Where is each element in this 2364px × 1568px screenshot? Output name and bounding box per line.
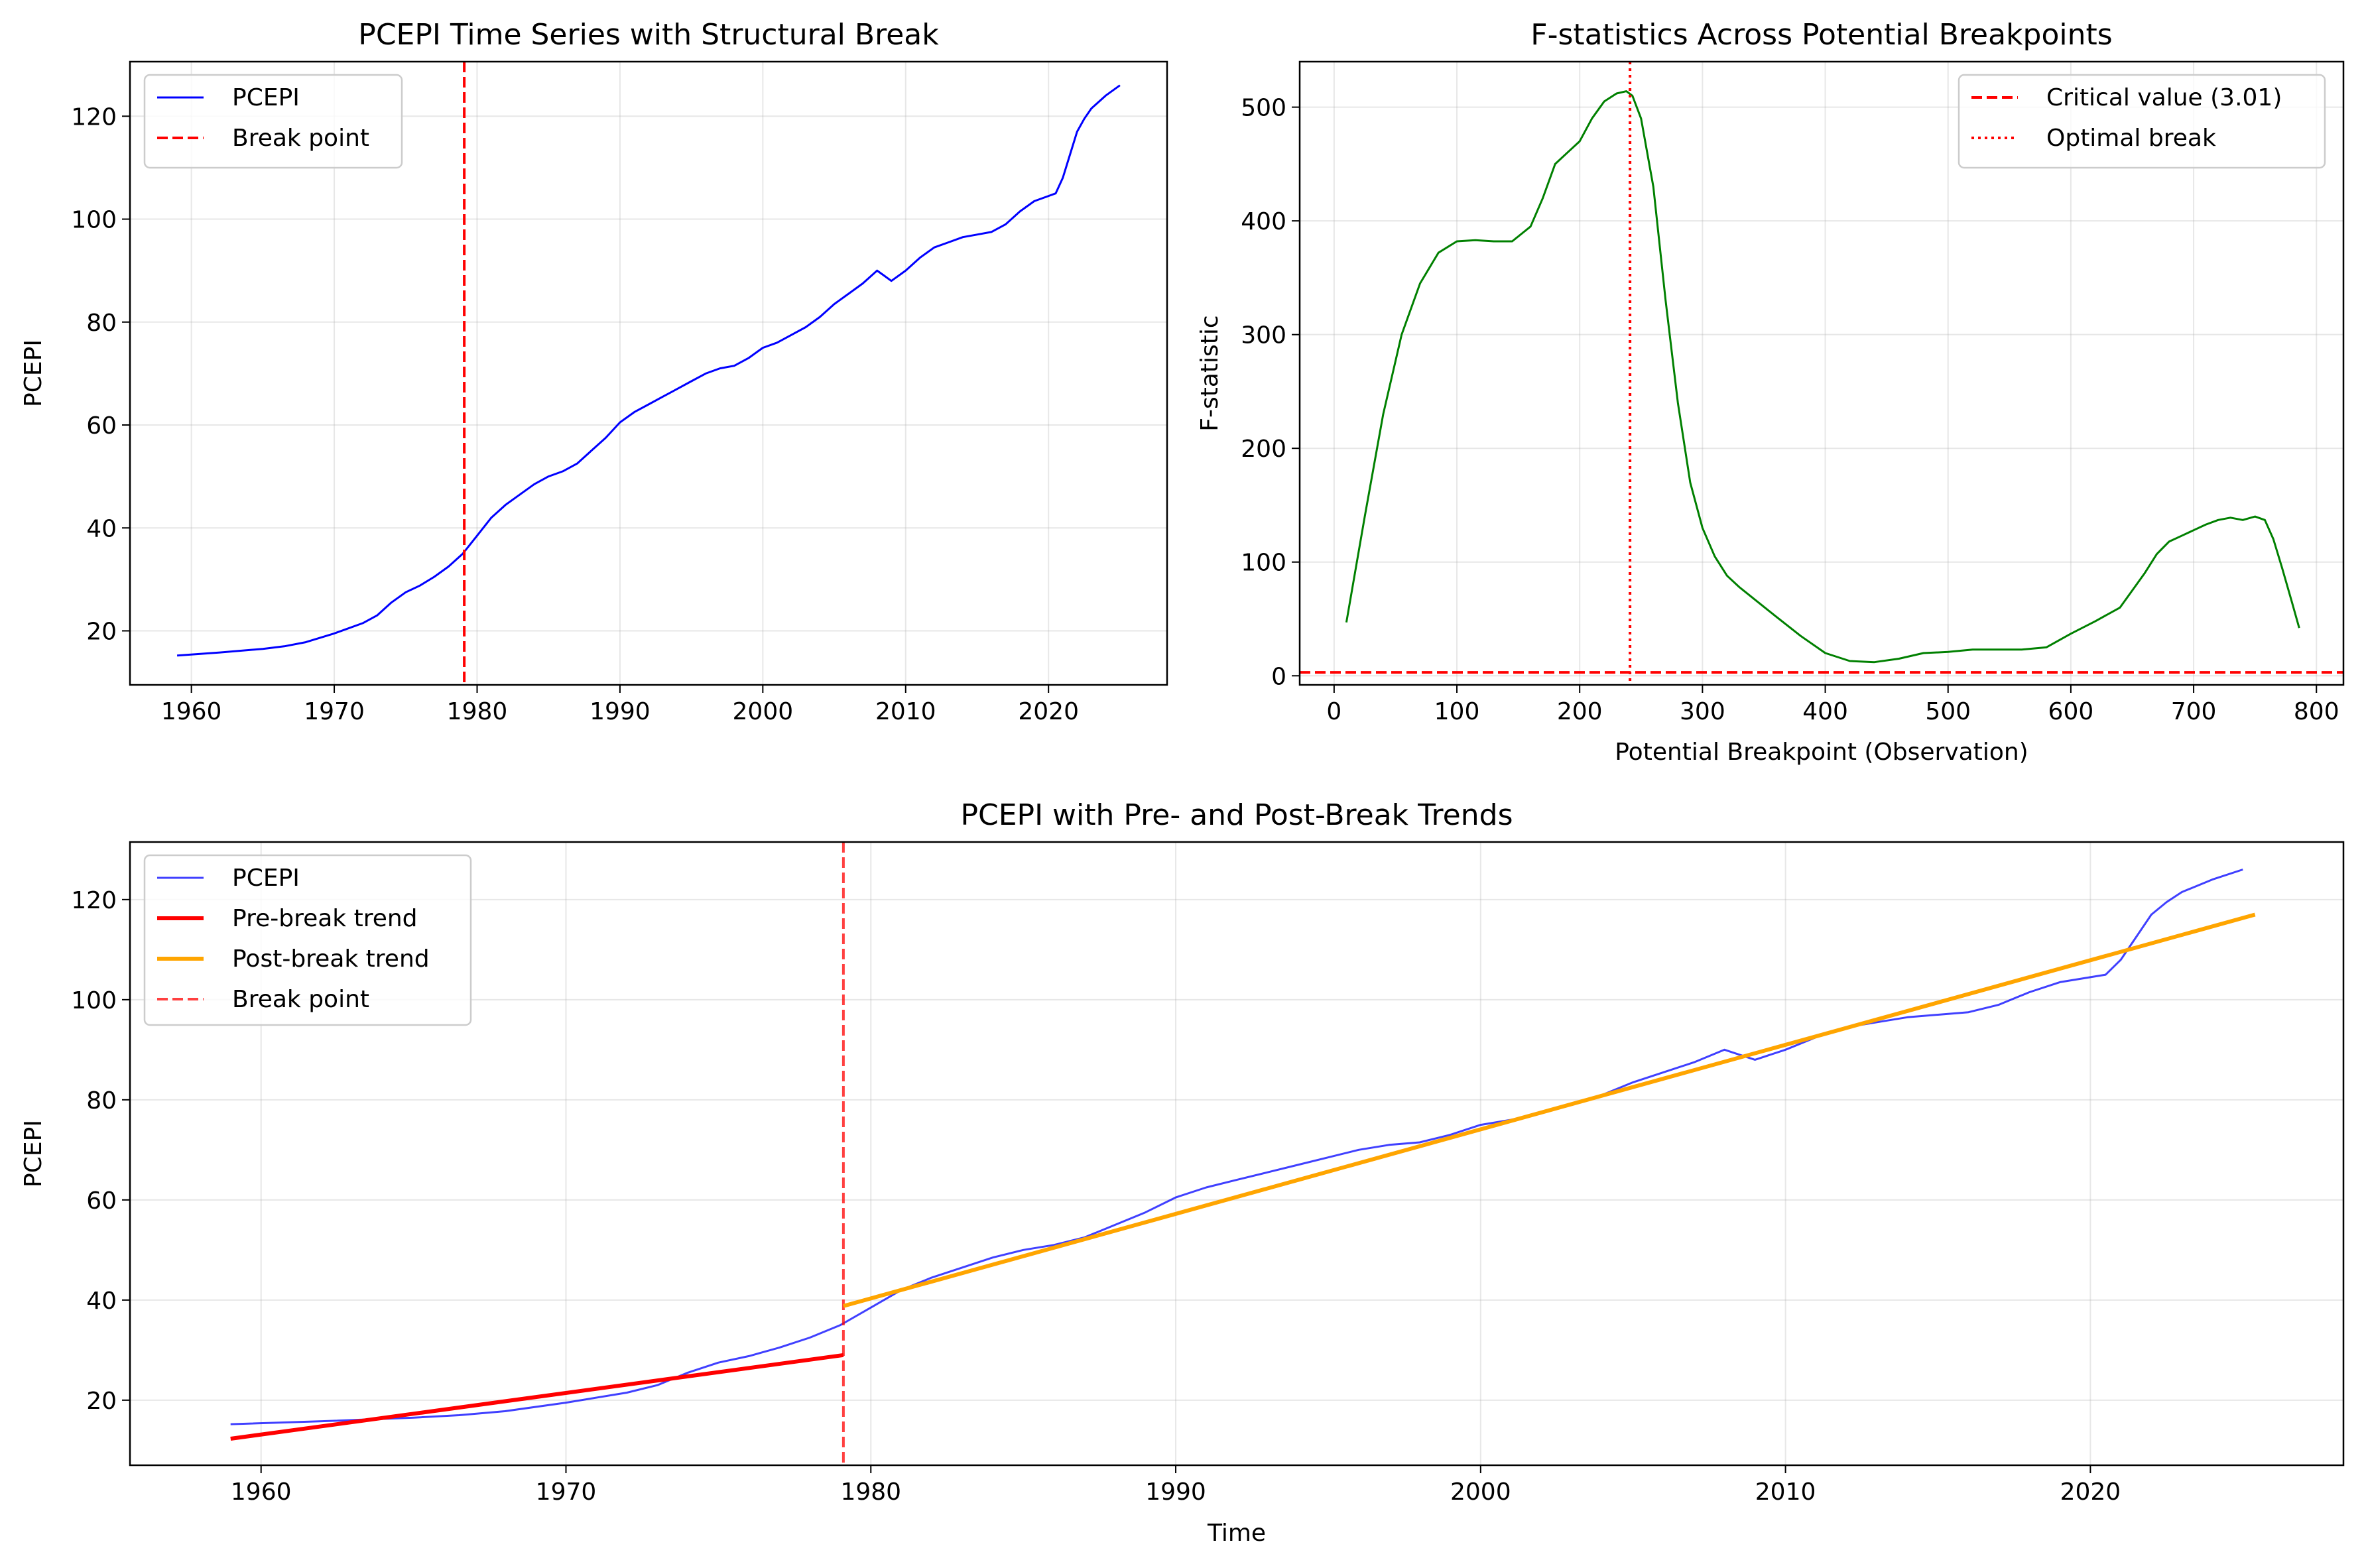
x-tick-label: 1990 [590, 698, 651, 725]
y-tick-label: 200 [1241, 436, 1286, 463]
x-tick-label: 2010 [1755, 1478, 1816, 1506]
x-tick-label: 100 [1434, 698, 1480, 725]
pcepi-line [176, 84, 1121, 657]
y-tick-label: 100 [1241, 550, 1286, 577]
panel-pcepi-trends: 1960 1970 1980 1990 2000 2010 2020204060801001… [20, 798, 2345, 1547]
f-statistic-line [1345, 90, 2300, 664]
y-tick-label: 40 [86, 1288, 117, 1315]
y-tick-label: 20 [86, 618, 117, 645]
y-axis-label: F-statistic [1196, 315, 1223, 431]
legend-label: Critical value (3.01) [2046, 84, 2282, 111]
y-tick-label: 0 [1271, 663, 1286, 690]
x-tick-label: 1970 [536, 1478, 597, 1506]
post-break-trend-line [843, 912, 2256, 1308]
y-tick-label: 80 [86, 310, 117, 337]
legend-label: Break point [232, 125, 369, 152]
y-axis-label: PCEPI [20, 339, 47, 407]
x-tick-label: 600 [2048, 698, 2094, 725]
x-tick-label: 2000 [1450, 1478, 1511, 1506]
y-tick-label: 120 [71, 887, 117, 914]
y-tick-label: 400 [1241, 208, 1286, 235]
pre-break-trend-line [230, 1353, 844, 1441]
y-tick-label: 60 [86, 412, 117, 440]
x-tick-label: 800 [2294, 698, 2339, 725]
y-tick-label: 100 [71, 987, 117, 1014]
x-tick-label: 0 [1326, 698, 1341, 725]
x-tick-label: 700 [2171, 698, 2217, 725]
panel-f-statistics: 0 100 200 300 400 500 600 700 800 0 100 200 300 400 50… [1196, 18, 2345, 766]
x-tick-label: 1960 [161, 698, 222, 725]
y-tick-label: 40 [86, 515, 117, 542]
y-tick-label: 300 [1241, 322, 1286, 349]
legend-label: Post-break trend [232, 945, 430, 973]
y-tick-label: 60 [86, 1187, 117, 1215]
legend-label: PCEPI [232, 865, 300, 892]
x-axis-label: Time [1207, 1520, 1266, 1547]
legend-label: Break point [232, 986, 369, 1013]
x-tick-label: 1970 [304, 698, 365, 725]
legend-label: Pre-break trend [232, 905, 418, 932]
x-tick-label: 2020 [2060, 1478, 2121, 1506]
y-axis-label: PCEPI [20, 1120, 47, 1187]
chart-title: F-statistics Across Potential Breakpoint… [1530, 18, 2112, 52]
chart-title: PCEPI with Pre- and Post-Break Trends [961, 798, 1513, 832]
x-tick-label: 300 [1680, 698, 1725, 725]
legend-label: PCEPI [232, 84, 300, 111]
x-tick-label: 2020 [1018, 698, 1079, 725]
panel-pcepi-time-series: 1960 1970 1980 1990 2000 2010 2020204060801001… [20, 18, 1168, 725]
chart-title: PCEPI Time Series with Structural Break [358, 18, 939, 52]
legend-label: Optimal break [2046, 125, 2216, 152]
x-tick-label: 1990 [1145, 1478, 1206, 1506]
x-axis-label: Potential Breakpoint (Observation) [1615, 739, 2028, 766]
legend: Critical value (3.01) Optimal break [1958, 74, 2326, 169]
y-tick-label: 120 [71, 103, 117, 131]
x-tick-label: 1980 [447, 698, 508, 725]
x-tick-label: 400 [1802, 698, 1848, 725]
x-tick-label: 1980 [840, 1478, 901, 1506]
y-tick-label: 100 [71, 207, 117, 234]
x-tick-label: 200 [1557, 698, 1603, 725]
pcepi-line [230, 869, 2243, 1425]
x-tick-label: 500 [1925, 698, 1971, 725]
legend: PCEPI Break point [143, 74, 403, 169]
y-tick-label: 20 [86, 1388, 117, 1415]
y-tick-label: 500 [1241, 95, 1286, 122]
x-tick-label: 2000 [733, 698, 794, 725]
legend: PCEPI Pre-break trend Post-break trend B… [143, 854, 472, 1026]
x-tick-label: 2010 [875, 698, 936, 725]
y-tick-label: 80 [86, 1087, 117, 1115]
x-tick-label: 1960 [231, 1478, 292, 1506]
